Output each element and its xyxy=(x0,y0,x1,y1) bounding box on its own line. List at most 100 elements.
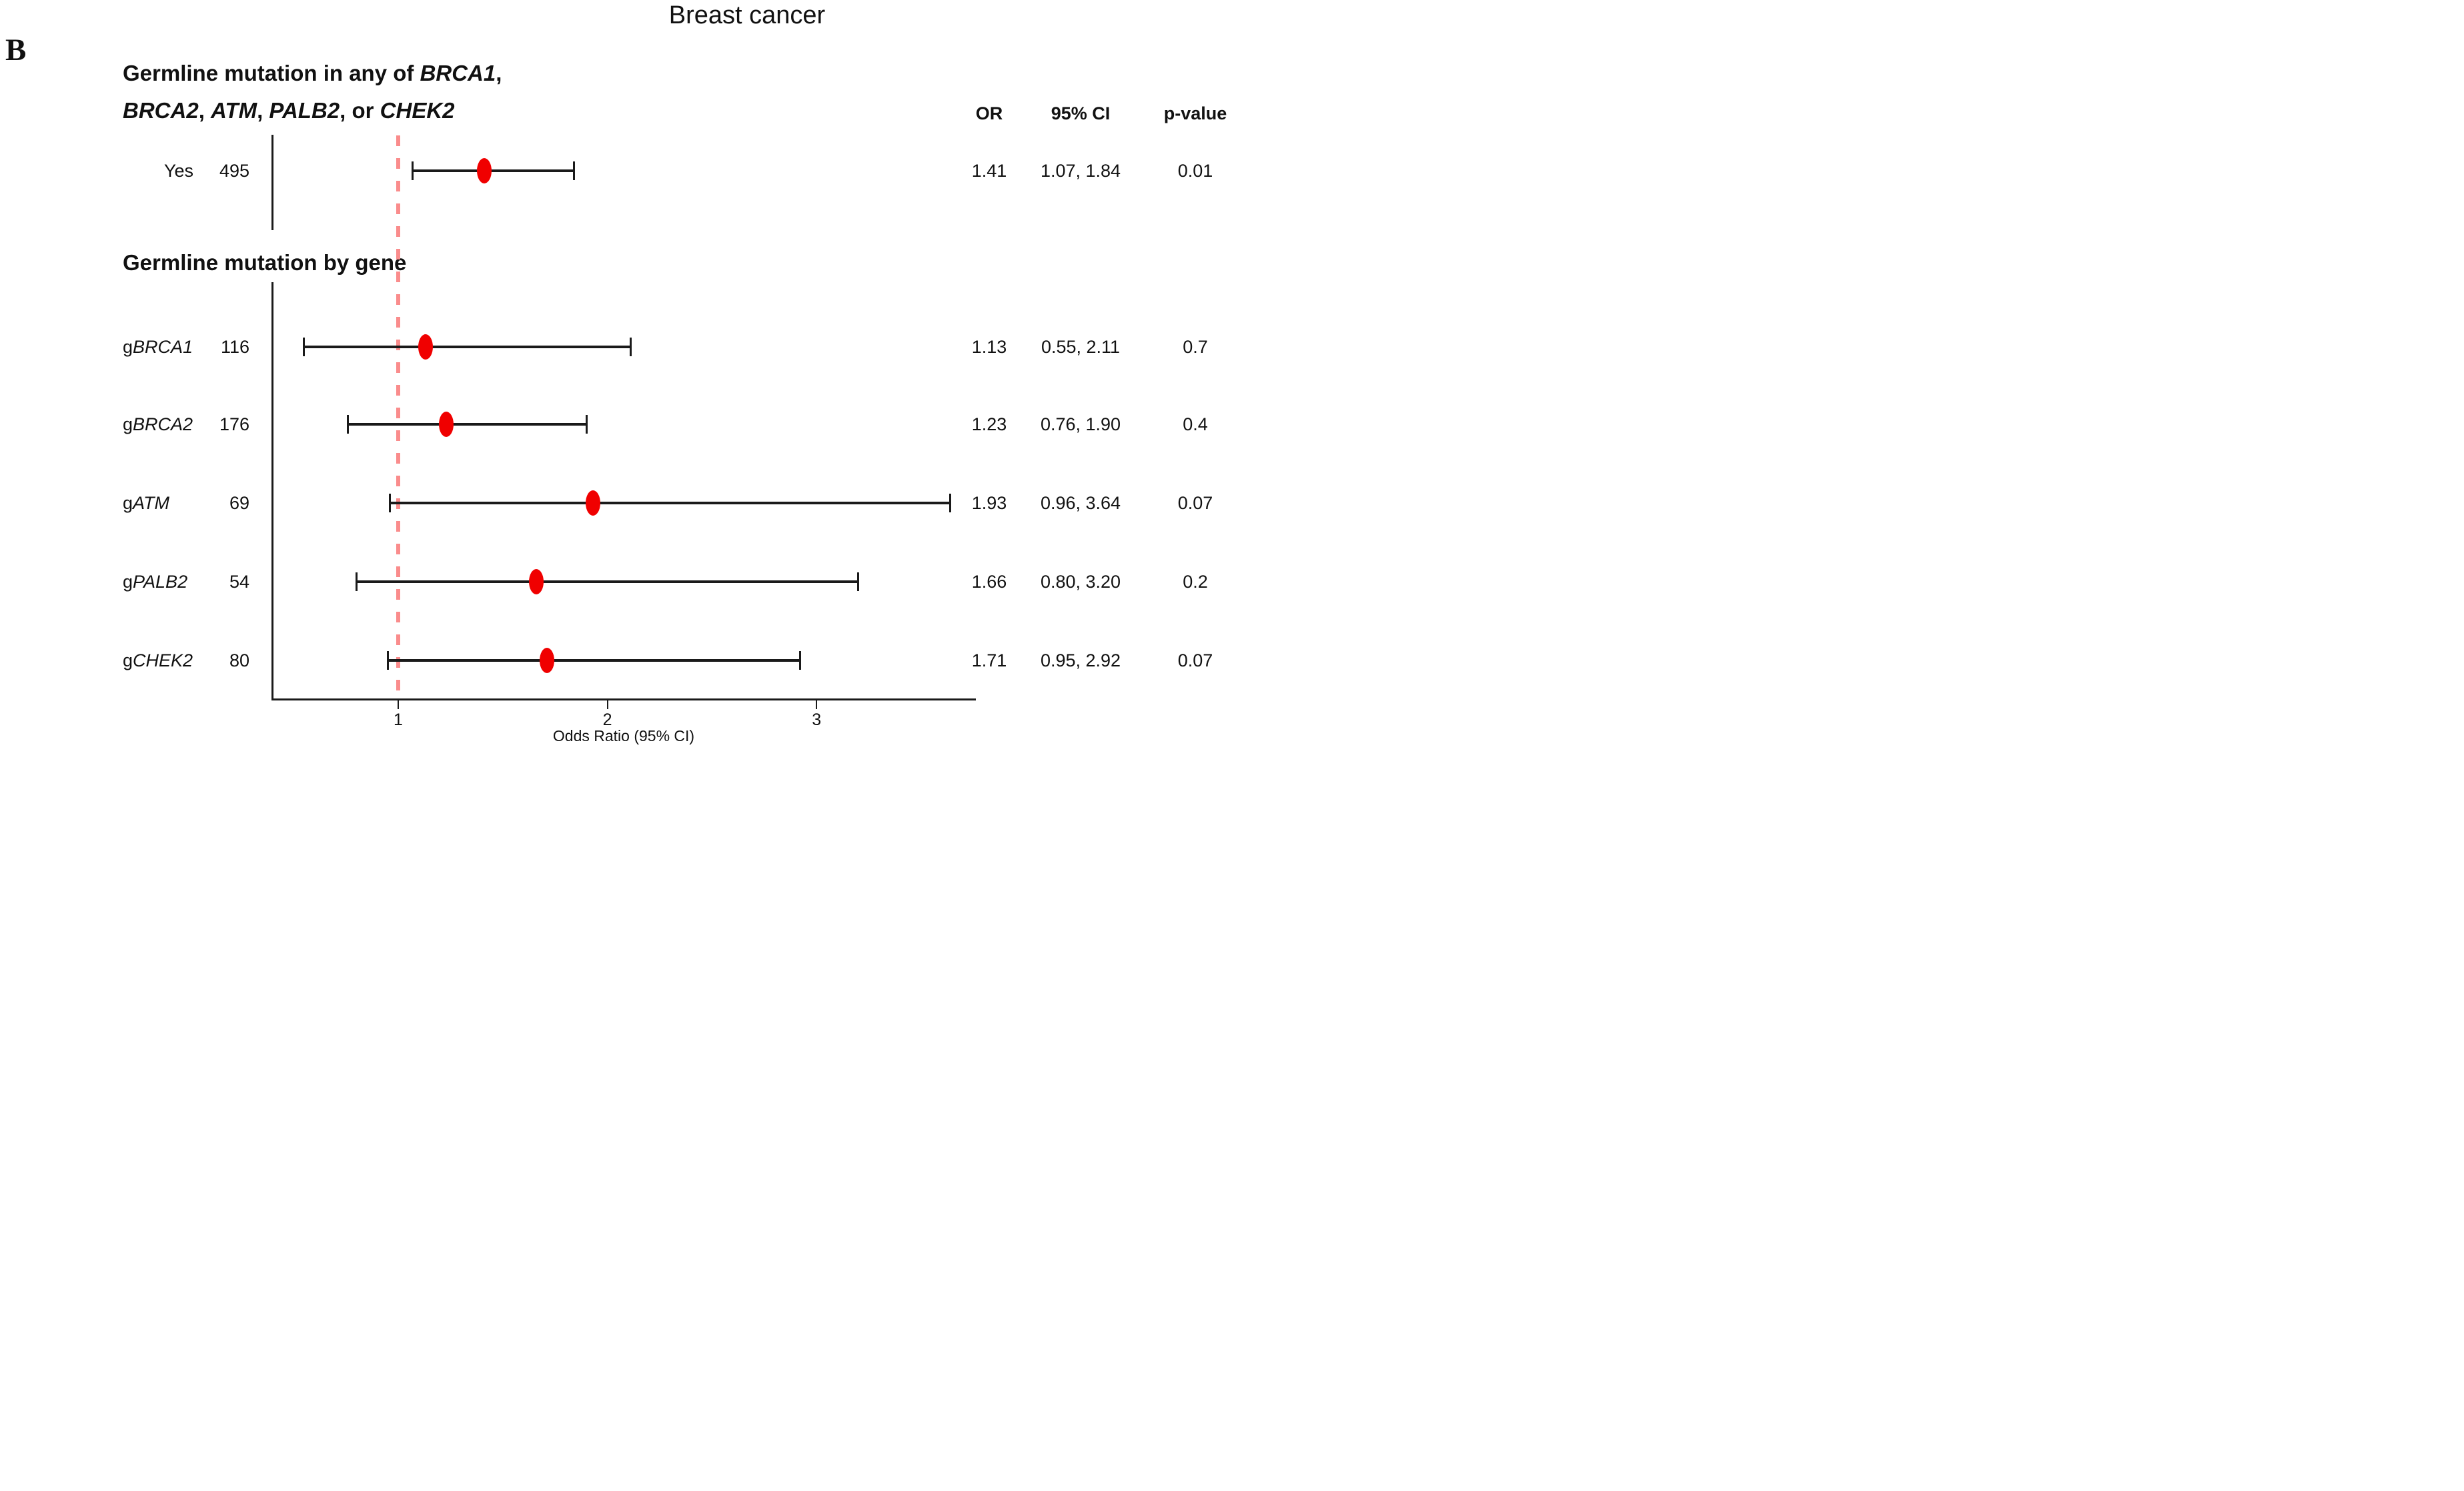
ci-bar xyxy=(356,580,858,583)
or-point-marker xyxy=(439,412,454,437)
gene-name: BRCA2 xyxy=(133,414,193,434)
panel-label: B xyxy=(5,33,27,67)
or-point-marker xyxy=(585,490,600,516)
heading-text: , xyxy=(496,61,502,85)
gene-name: PALB2 xyxy=(269,98,340,123)
or-point-marker xyxy=(528,569,544,594)
x-axis-tick xyxy=(398,700,399,709)
row-label-text: Yes xyxy=(164,160,194,181)
ci-cap-high xyxy=(585,415,588,434)
stats-row-gatm: 1.93 0.96, 3.64 0.07 xyxy=(0,490,1232,516)
stats-row-yes: 1.41 1.07, 1.84 0.01 xyxy=(0,157,1232,184)
gene-name: BRCA2 xyxy=(123,98,199,123)
gene-prefix: g xyxy=(123,571,133,592)
p-value: 0.07 xyxy=(1177,493,1213,513)
or-value: 1.71 xyxy=(971,650,1007,670)
gene-prefix: g xyxy=(123,336,133,357)
section-heading-line2: BRCA2, ATM, PALB2, or CHEK2 xyxy=(123,92,502,129)
row-label-gatm: gATM 69 xyxy=(123,490,249,516)
heading-text: , or xyxy=(340,98,380,123)
stats-row-gbrca1: 1.13 0.55, 2.11 0.7 xyxy=(0,334,1232,360)
heading-text: , xyxy=(257,98,269,123)
ci-cap-low xyxy=(388,494,391,512)
heading-text: Germline mutation in any of xyxy=(123,61,420,85)
ci-value: 0.76, 1.90 xyxy=(1040,414,1121,434)
stats-row-gchek2: 1.71 0.95, 2.92 0.07 xyxy=(0,647,1232,674)
x-axis-line xyxy=(271,698,976,700)
section-heading-by-gene: Germline mutation by gene xyxy=(123,250,407,275)
or-point-marker xyxy=(539,648,554,673)
gene-prefix: g xyxy=(123,414,133,434)
y-axis-line-lower xyxy=(271,282,273,700)
gene-name: CHEK2 xyxy=(380,98,455,123)
p-value: 0.7 xyxy=(1183,337,1208,357)
forest-plot-panel: Breast cancer B Germline mutation in any… xyxy=(0,0,1232,746)
row-label-gchek2: gCHEK2 80 xyxy=(123,647,249,674)
gene-prefix: g xyxy=(123,650,133,670)
gene-name: CHEK2 xyxy=(133,650,193,670)
gene-name: BRCA1 xyxy=(420,61,496,85)
y-axis-line-upper xyxy=(271,135,273,230)
x-tick-label: 1 xyxy=(394,710,403,729)
gene-name: ATM xyxy=(211,98,257,123)
x-axis-tick xyxy=(606,700,608,709)
ci-cap-high xyxy=(798,651,801,670)
p-value: 0.01 xyxy=(1177,161,1213,181)
row-label-gpalb2: gPALB2 54 xyxy=(123,568,249,595)
reference-line-or1 xyxy=(396,135,400,702)
ci-bar xyxy=(348,423,587,426)
column-header-ci: 95% CI xyxy=(1051,103,1111,123)
x-axis-tick xyxy=(816,700,818,709)
column-header-pvalue: p-value xyxy=(1163,103,1227,123)
row-label-gbrca2: gBRCA2 176 xyxy=(123,411,249,438)
ci-bar xyxy=(388,659,800,662)
x-tick-label: 2 xyxy=(602,710,612,729)
row-label-yes: Yes 495 xyxy=(123,157,249,184)
ci-cap-low xyxy=(355,572,358,591)
row-n-count: 54 xyxy=(229,571,249,592)
ci-bar xyxy=(412,169,574,172)
ci-value: 0.96, 3.64 xyxy=(1040,493,1121,513)
ci-cap-high xyxy=(572,161,575,180)
stats-column-headers: OR 95% CI p-value xyxy=(0,100,1232,127)
row-label-text: gPALB2 xyxy=(123,572,187,592)
gene-name: BRCA1 xyxy=(133,336,193,357)
ci-cap-high xyxy=(629,338,632,356)
gene-prefix: g xyxy=(123,492,133,513)
ci-cap-high xyxy=(949,494,952,512)
x-axis-title: Odds Ratio (95% CI) xyxy=(552,727,695,744)
row-label-text: gCHEK2 xyxy=(123,650,193,671)
ci-value: 0.80, 3.20 xyxy=(1040,572,1121,592)
chart-title: Breast cancer xyxy=(668,1,826,29)
gene-name: ATM xyxy=(133,492,170,513)
or-value: 1.13 xyxy=(971,337,1007,357)
or-value: 1.93 xyxy=(971,493,1007,513)
gene-name: PALB2 xyxy=(133,571,188,592)
x-tick-label: 3 xyxy=(812,710,822,729)
ci-value: 1.07, 1.84 xyxy=(1040,161,1121,181)
ci-cap-low xyxy=(386,651,389,670)
row-n-count: 69 xyxy=(229,492,249,513)
row-label-text: gATM xyxy=(123,493,169,514)
row-n-count: 80 xyxy=(229,650,249,670)
ci-value: 0.95, 2.92 xyxy=(1040,650,1121,670)
or-point-marker xyxy=(476,158,492,183)
ci-cap-low xyxy=(412,161,414,180)
or-value: 1.41 xyxy=(971,161,1007,181)
p-value: 0.4 xyxy=(1183,414,1208,434)
p-value: 0.07 xyxy=(1177,650,1213,670)
ci-cap-high xyxy=(857,572,860,591)
stats-row-gbrca2: 1.23 0.76, 1.90 0.4 xyxy=(0,411,1232,438)
or-value: 1.66 xyxy=(971,572,1007,592)
column-header-or: OR xyxy=(975,103,1003,123)
section-heading-any-gene: Germline mutation in any of BRCA1, BRCA2… xyxy=(123,55,502,129)
row-n-count: 116 xyxy=(220,336,249,357)
row-label-text: gBRCA2 xyxy=(123,414,193,435)
ci-value: 0.55, 2.11 xyxy=(1041,337,1121,357)
row-n-count: 176 xyxy=(219,414,249,434)
stats-row-gpalb2: 1.66 0.80, 3.20 0.2 xyxy=(0,568,1232,595)
section-heading-line1: Germline mutation in any of BRCA1, xyxy=(123,55,502,92)
row-label-gbrca1: gBRCA1 116 xyxy=(123,334,249,360)
p-value: 0.2 xyxy=(1183,572,1208,592)
ci-cap-low xyxy=(303,338,305,356)
